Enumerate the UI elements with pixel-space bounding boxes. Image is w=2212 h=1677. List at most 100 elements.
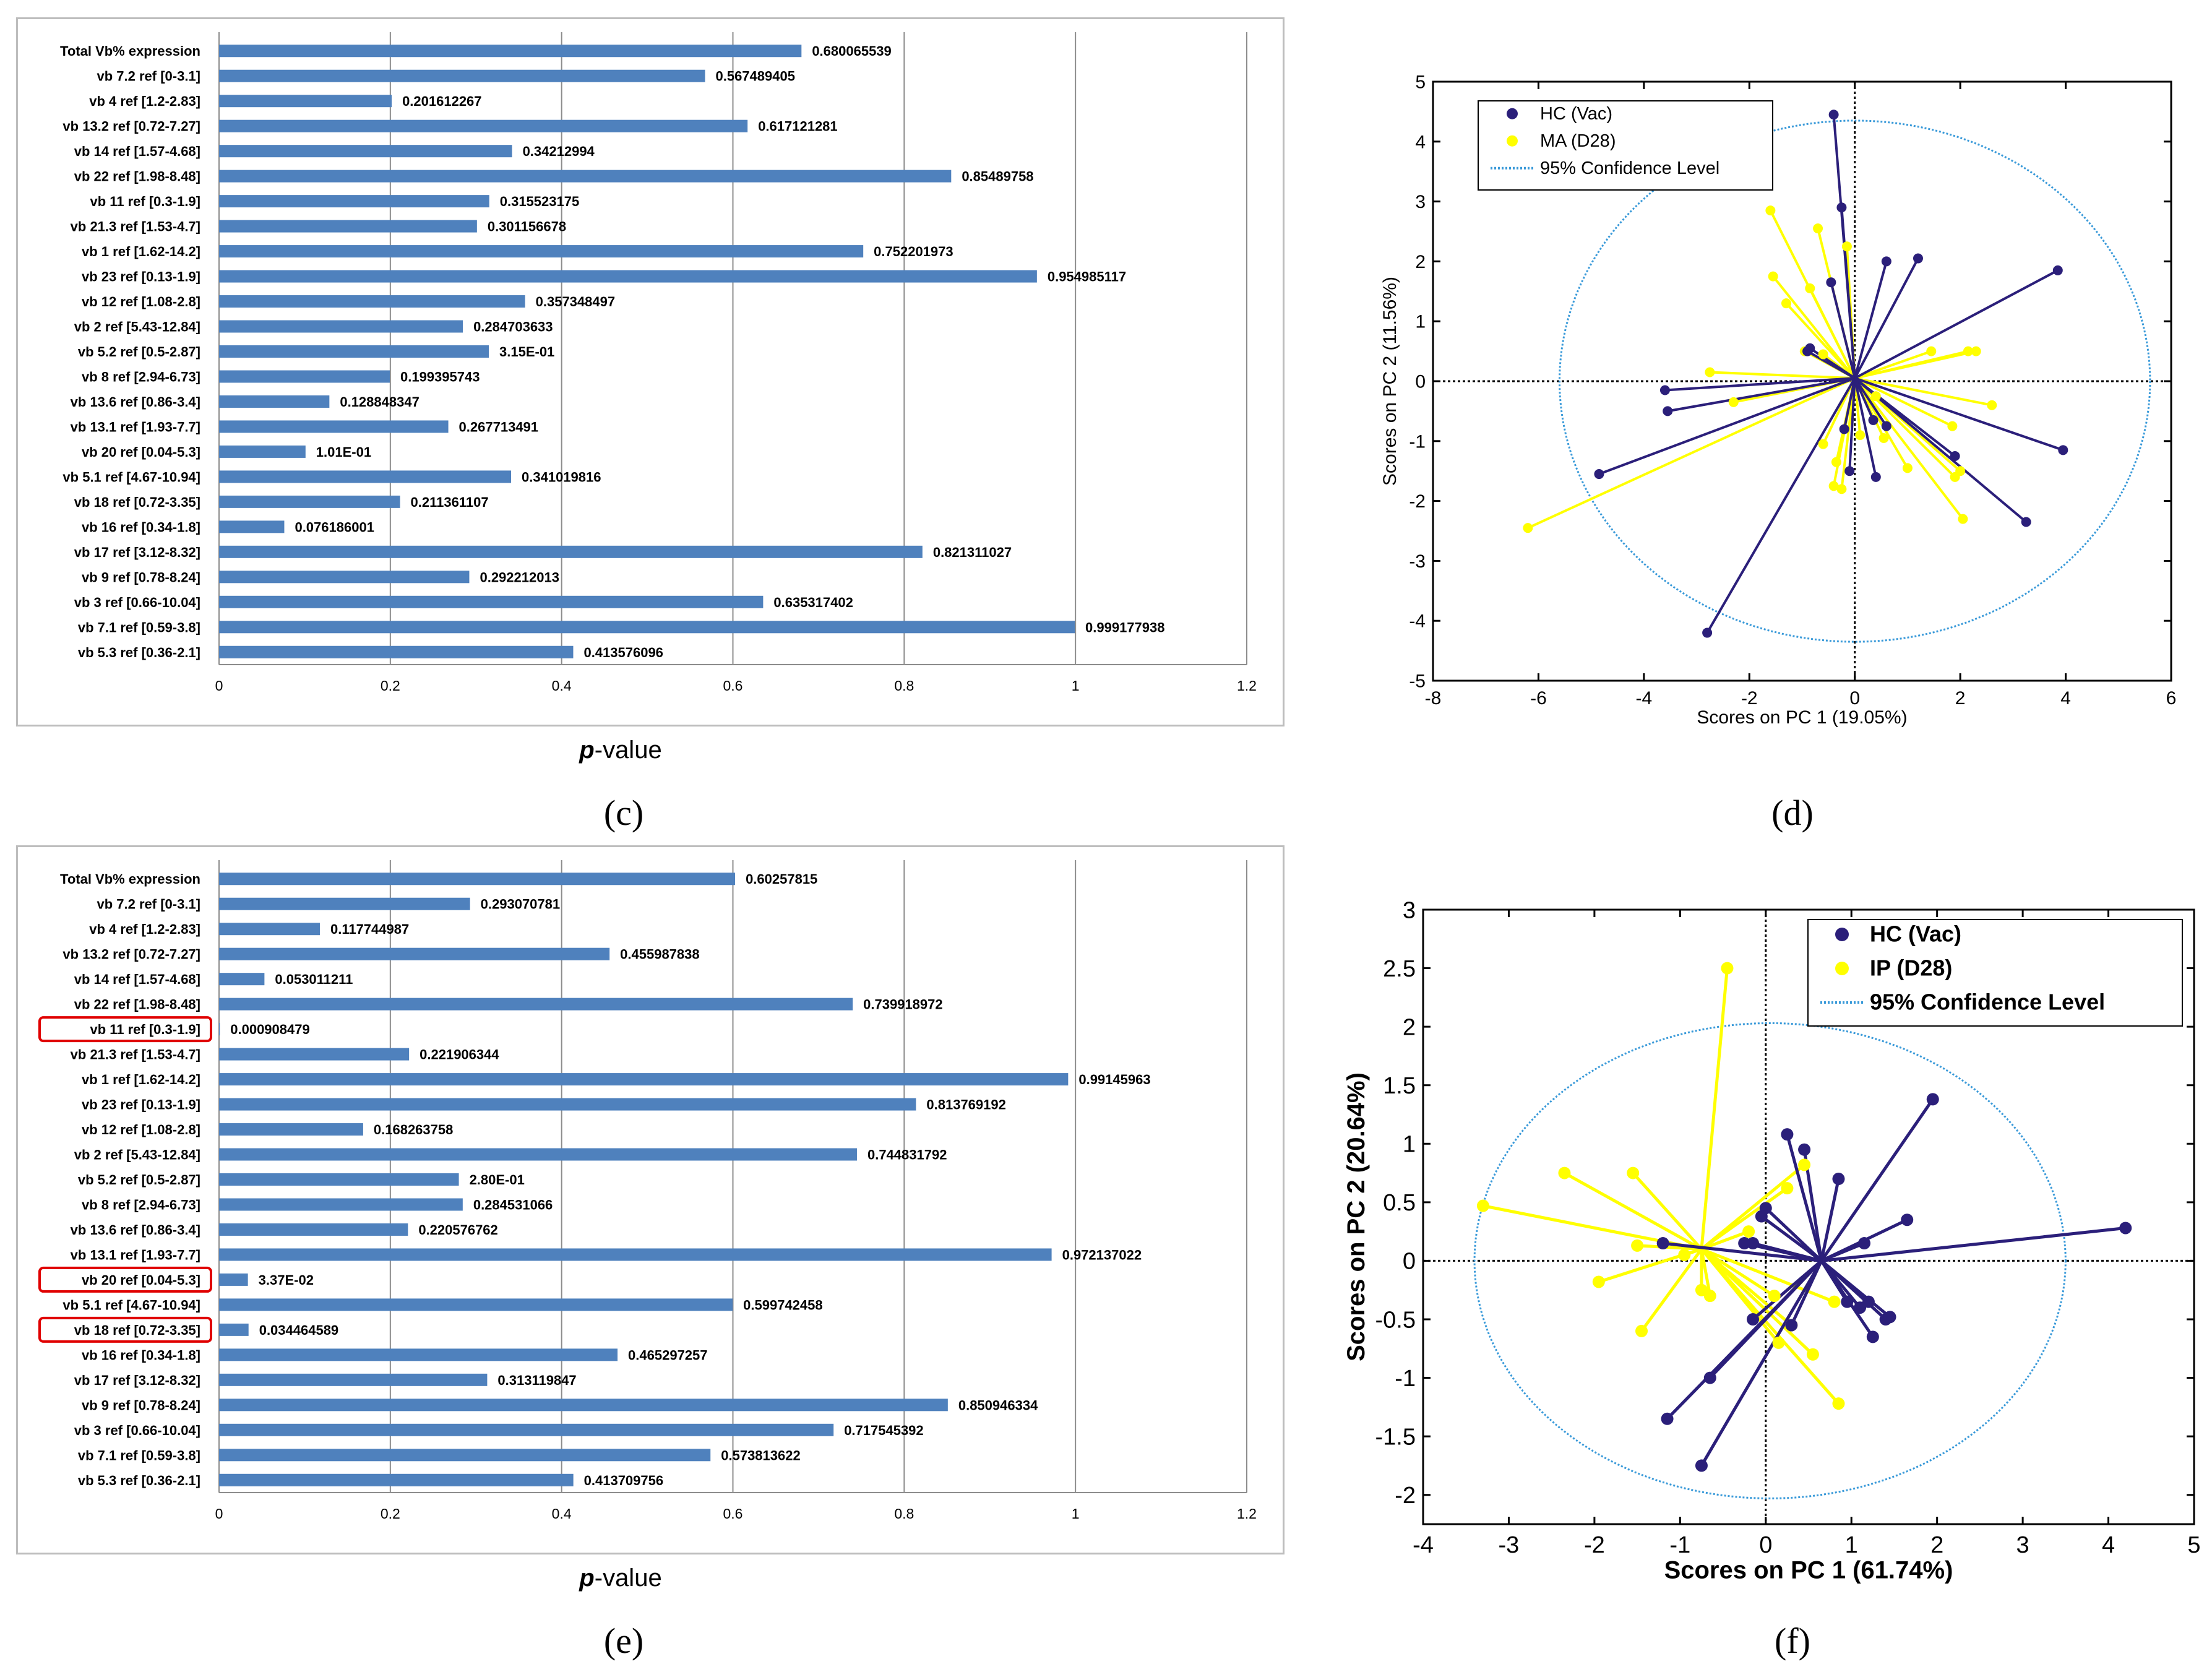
category-label: vb 13.1 ref [1.93-7.7] bbox=[71, 419, 200, 434]
y-tick-label: 2 bbox=[1415, 252, 1426, 272]
data-label: 0.60257815 bbox=[746, 871, 817, 887]
bar bbox=[219, 1198, 463, 1211]
x-tick-label: 3 bbox=[2016, 1532, 2029, 1558]
data-point bbox=[1883, 1311, 1896, 1324]
data-point bbox=[1844, 466, 1855, 476]
y-tick-label: 1.5 bbox=[1383, 1073, 1416, 1099]
data-point bbox=[1836, 202, 1847, 213]
spoke-line bbox=[1840, 207, 1856, 379]
data-label: 0.076186001 bbox=[295, 519, 374, 535]
data-label: 2.80E-01 bbox=[470, 1172, 525, 1188]
x-tick-label: 0 bbox=[1759, 1532, 1772, 1558]
data-label: 0.465297257 bbox=[628, 1347, 707, 1363]
data-point bbox=[1663, 406, 1673, 416]
y-tick-label: -1.5 bbox=[1375, 1424, 1416, 1450]
category-label: vb 5.2 ref [0.5-2.87] bbox=[78, 344, 200, 360]
x-tick-label: -8 bbox=[1425, 688, 1442, 709]
x-tick-label: 0 bbox=[215, 678, 223, 694]
data-label: 0.293070781 bbox=[481, 897, 560, 912]
spoke-line bbox=[1667, 377, 1856, 413]
category-label: vb 12 ref [1.08-2.8] bbox=[82, 294, 200, 309]
bar bbox=[219, 170, 952, 183]
legend-marker bbox=[1507, 108, 1518, 119]
data-point bbox=[1781, 1182, 1794, 1195]
bar bbox=[219, 645, 574, 658]
data-point bbox=[1476, 1199, 1489, 1212]
spoke-line bbox=[1807, 350, 1856, 379]
x-tick-label: -2 bbox=[1741, 688, 1758, 709]
x-tick-label: -4 bbox=[1636, 688, 1653, 709]
bar bbox=[219, 1373, 488, 1386]
x-tick-label: 1 bbox=[1072, 1506, 1080, 1522]
data-label: 0.211361107 bbox=[411, 494, 489, 510]
bar bbox=[219, 445, 306, 458]
spoke-line bbox=[1853, 377, 1875, 421]
x-tick-label: 5 bbox=[2187, 1532, 2200, 1558]
spoke-line bbox=[1700, 1248, 1775, 1298]
bar bbox=[219, 1048, 410, 1061]
category-label: vb 9 ref [0.78-8.24] bbox=[82, 1397, 200, 1413]
data-point bbox=[1785, 1319, 1798, 1332]
data-point bbox=[1958, 514, 1968, 524]
category-label: vb 13.6 ref [0.86-3.4] bbox=[71, 394, 200, 410]
data-point bbox=[1901, 1214, 1914, 1226]
x-tick-label: 2 bbox=[1930, 1532, 1943, 1558]
legend-label: HC (Vac) bbox=[1870, 921, 1961, 947]
spoke-line bbox=[1854, 377, 1888, 427]
data-point bbox=[2021, 517, 2031, 527]
category-label: vb 11 ref [0.3-1.9] bbox=[90, 194, 200, 209]
spoke-line bbox=[1666, 1259, 1823, 1420]
panel-label-f: (f) bbox=[1775, 1621, 1810, 1661]
bar bbox=[219, 95, 392, 108]
y-axis-label: Scores on PC 2 (11.56%) bbox=[1380, 277, 1400, 486]
data-label: 0.821311027 bbox=[933, 545, 1012, 560]
y-tick-label: 2.5 bbox=[1383, 956, 1416, 982]
spoke-line bbox=[1830, 282, 1856, 379]
bar bbox=[219, 220, 477, 233]
category-label: vb 17 ref [3.12-8.32] bbox=[74, 1373, 200, 1388]
spoke-line bbox=[1854, 350, 1977, 380]
spoke-line bbox=[1854, 269, 2059, 379]
spoke-line bbox=[1772, 275, 1856, 379]
x-axis-label: Scores on PC 1 (19.05%) bbox=[1697, 707, 1907, 728]
spoke-line bbox=[1785, 302, 1856, 379]
spoke-line bbox=[1854, 377, 1953, 428]
bar bbox=[219, 998, 853, 1011]
data-point bbox=[1705, 367, 1715, 377]
panel-label-e: (e) bbox=[603, 1621, 644, 1661]
confidence-ellipse bbox=[1559, 119, 2151, 643]
spoke-line bbox=[1853, 261, 1888, 379]
bar bbox=[219, 520, 285, 533]
bar bbox=[219, 1098, 916, 1111]
data-point bbox=[1627, 1166, 1640, 1179]
y-tick-label: 2 bbox=[1403, 1014, 1416, 1040]
y-tick-label: -2 bbox=[1409, 491, 1426, 512]
category-label: vb 3 ref [0.66-10.04] bbox=[74, 1423, 200, 1438]
category-label: vb 20 ref [0.04-5.3] bbox=[82, 1272, 200, 1288]
x-tick-label: 2 bbox=[1955, 688, 1966, 709]
data-label: 0.954985117 bbox=[1048, 269, 1126, 285]
bar bbox=[219, 897, 470, 910]
spoke-line bbox=[1820, 1178, 1840, 1261]
category-label: vb 7.2 ref [0-3.1] bbox=[97, 69, 200, 84]
x-tick-label: 0.2 bbox=[381, 1506, 400, 1522]
x-tick-label: 1 bbox=[1845, 1532, 1858, 1558]
data-point bbox=[1592, 1275, 1605, 1288]
category-label: vb 7.1 ref [0.59-3.8] bbox=[78, 619, 200, 635]
data-point bbox=[1765, 205, 1776, 216]
legend-box bbox=[1478, 100, 1773, 191]
spoke-line bbox=[1706, 377, 1856, 634]
spoke-line bbox=[1854, 377, 1964, 520]
spoke-line bbox=[1700, 1249, 1712, 1296]
category-label: vb 1 ref [1.62-14.2] bbox=[82, 244, 200, 259]
chart-e-xlabel: p-value bbox=[579, 1564, 662, 1592]
plot-frame bbox=[1422, 908, 2195, 1525]
data-point bbox=[1781, 1128, 1794, 1141]
category-label: vb 7.2 ref [0-3.1] bbox=[97, 897, 200, 912]
x-tick-label: 0.4 bbox=[552, 678, 572, 694]
category-label: vb 13.1 ref [1.93-7.7] bbox=[71, 1247, 200, 1262]
category-label: vb 7.1 ref [0.59-3.8] bbox=[78, 1447, 200, 1463]
spoke-line bbox=[1848, 378, 1856, 472]
spoke-line bbox=[1664, 377, 1855, 392]
